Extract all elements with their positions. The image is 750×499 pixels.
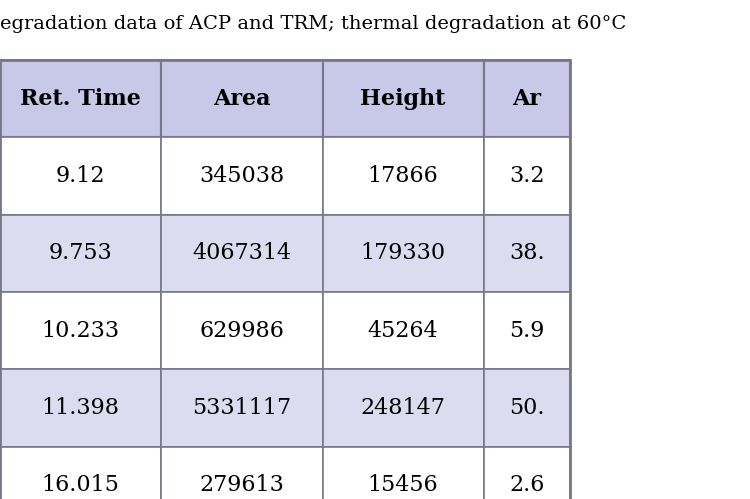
- Bar: [484, 369, 570, 447]
- Bar: [322, 447, 484, 499]
- Bar: [161, 292, 322, 369]
- Text: 345038: 345038: [200, 165, 284, 187]
- Text: 179330: 179330: [361, 242, 446, 264]
- Text: 10.233: 10.233: [41, 319, 120, 342]
- Text: 15456: 15456: [368, 474, 439, 497]
- Text: 9.12: 9.12: [56, 165, 105, 187]
- Text: 248147: 248147: [361, 397, 446, 419]
- Text: 16.015: 16.015: [42, 474, 119, 497]
- Text: 2.6: 2.6: [509, 474, 544, 497]
- Text: Height: Height: [361, 87, 446, 110]
- Bar: [484, 137, 570, 215]
- Bar: [322, 137, 484, 215]
- Bar: [161, 60, 322, 137]
- Bar: [0, 137, 161, 215]
- Bar: [484, 447, 570, 499]
- Text: 50.: 50.: [509, 397, 544, 419]
- Text: Ar: Ar: [512, 87, 542, 110]
- Bar: [322, 292, 484, 369]
- Text: 45264: 45264: [368, 319, 439, 342]
- Text: egradation data of ACP and TRM; thermal degradation at 60°C: egradation data of ACP and TRM; thermal …: [0, 15, 626, 33]
- Bar: [161, 215, 322, 292]
- Text: 3.2: 3.2: [509, 165, 544, 187]
- Bar: [484, 60, 570, 137]
- Bar: [161, 137, 322, 215]
- Bar: [484, 292, 570, 369]
- Text: Area: Area: [213, 87, 271, 110]
- Text: 11.398: 11.398: [42, 397, 120, 419]
- Text: 279613: 279613: [200, 474, 284, 497]
- Bar: [484, 215, 570, 292]
- Bar: [0, 447, 161, 499]
- Bar: [0, 215, 161, 292]
- Bar: [161, 447, 322, 499]
- Bar: [161, 369, 322, 447]
- Bar: [0, 369, 161, 447]
- Text: 4067314: 4067314: [192, 242, 292, 264]
- Text: 9.753: 9.753: [49, 242, 112, 264]
- Text: 629986: 629986: [200, 319, 284, 342]
- Bar: [322, 60, 484, 137]
- Bar: [322, 215, 484, 292]
- Text: 5331117: 5331117: [192, 397, 292, 419]
- Bar: [0, 60, 570, 499]
- Bar: [0, 60, 161, 137]
- Text: 38.: 38.: [509, 242, 544, 264]
- Bar: [322, 369, 484, 447]
- Text: 5.9: 5.9: [509, 319, 544, 342]
- Bar: [0, 292, 161, 369]
- Text: Ret. Time: Ret. Time: [20, 87, 141, 110]
- Text: 17866: 17866: [368, 165, 439, 187]
